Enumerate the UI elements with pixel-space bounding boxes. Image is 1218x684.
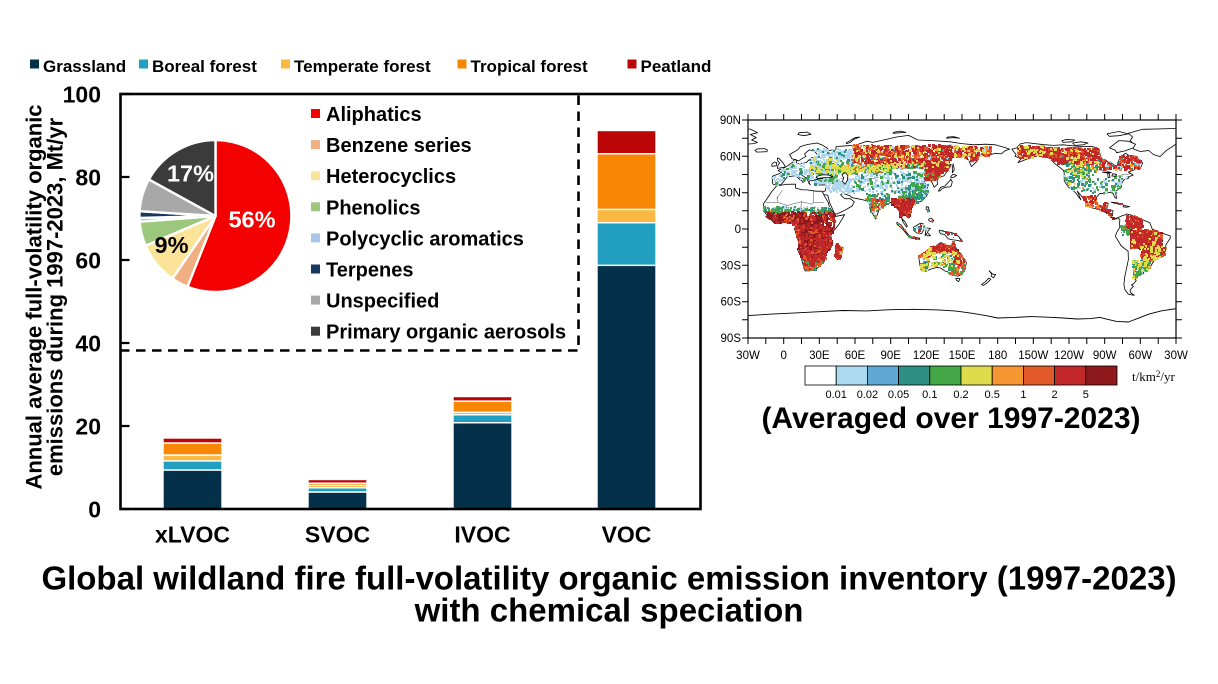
svg-text:40: 40 bbox=[75, 330, 101, 356]
svg-text:Annual average full-volatility: Annual average full-volatility organic bbox=[21, 104, 46, 489]
svg-text:0.01: 0.01 bbox=[825, 389, 846, 401]
svg-text:Global wildland fire full-vola: Global wildland fire full-volatility org… bbox=[41, 560, 1176, 597]
svg-text:Grassland: Grassland bbox=[43, 57, 126, 76]
svg-text:5: 5 bbox=[1083, 389, 1089, 401]
svg-text:Heterocyclics: Heterocyclics bbox=[326, 166, 456, 188]
svg-text:90N: 90N bbox=[720, 115, 741, 127]
svg-text:56%: 56% bbox=[228, 207, 275, 233]
svg-text:Benzene series: Benzene series bbox=[326, 135, 472, 157]
svg-text:emissions during 1997-2023, Mt: emissions during 1997-2023, Mt/yr bbox=[43, 117, 68, 476]
svg-text:0: 0 bbox=[88, 496, 101, 522]
svg-text:30E: 30E bbox=[809, 350, 830, 362]
svg-text:150W: 150W bbox=[1018, 350, 1048, 362]
svg-text:30W: 30W bbox=[1164, 350, 1188, 362]
svg-text:30W: 30W bbox=[736, 350, 760, 362]
svg-text:Boreal forest: Boreal forest bbox=[152, 57, 257, 76]
svg-text:SVOC: SVOC bbox=[305, 522, 370, 548]
svg-text:90E: 90E bbox=[880, 350, 901, 362]
svg-text:t/km2/yr: t/km2/yr bbox=[1132, 369, 1175, 384]
svg-text:90W: 90W bbox=[1093, 350, 1117, 362]
svg-text:0.05: 0.05 bbox=[888, 389, 909, 401]
svg-text:Temperate forest: Temperate forest bbox=[294, 57, 431, 76]
svg-text:with chemical speciation: with chemical speciation bbox=[414, 592, 804, 629]
svg-text:60E: 60E bbox=[845, 350, 866, 362]
svg-text:0.5: 0.5 bbox=[985, 389, 1000, 401]
svg-text:0: 0 bbox=[780, 350, 786, 362]
svg-text:180: 180 bbox=[988, 350, 1007, 362]
svg-text:100: 100 bbox=[63, 81, 101, 107]
svg-text:Terpenes: Terpenes bbox=[326, 260, 413, 282]
svg-text:1: 1 bbox=[1020, 389, 1026, 401]
svg-text:120W: 120W bbox=[1054, 350, 1084, 362]
svg-text:VOC: VOC bbox=[602, 522, 652, 548]
svg-text:Phenolics: Phenolics bbox=[326, 197, 420, 219]
svg-text:0.2: 0.2 bbox=[953, 389, 968, 401]
svg-text:90S: 90S bbox=[721, 333, 742, 345]
svg-text:Primary organic aerosols: Primary organic aerosols bbox=[326, 322, 566, 344]
svg-text:30N: 30N bbox=[720, 188, 741, 200]
svg-text:Peatland: Peatland bbox=[641, 57, 712, 76]
svg-text:120E: 120E bbox=[913, 350, 940, 362]
svg-text:60N: 60N bbox=[720, 151, 741, 163]
svg-text:60S: 60S bbox=[721, 297, 742, 309]
svg-text:60: 60 bbox=[75, 247, 101, 273]
svg-text:20: 20 bbox=[75, 413, 101, 439]
svg-text:(Averaged over 1997-2023): (Averaged over 1997-2023) bbox=[761, 402, 1140, 435]
svg-text:Aliphatics: Aliphatics bbox=[326, 104, 422, 126]
svg-text:IVOC: IVOC bbox=[454, 522, 510, 548]
svg-text:0: 0 bbox=[735, 224, 741, 236]
svg-text:17%: 17% bbox=[167, 161, 214, 187]
svg-text:Unspecified: Unspecified bbox=[326, 291, 439, 313]
svg-text:0.1: 0.1 bbox=[922, 389, 937, 401]
svg-text:Tropical forest: Tropical forest bbox=[471, 57, 588, 76]
svg-text:30S: 30S bbox=[721, 260, 742, 272]
svg-text:150E: 150E bbox=[949, 350, 976, 362]
svg-text:9%: 9% bbox=[155, 232, 189, 258]
svg-text:xLVOC: xLVOC bbox=[155, 522, 230, 548]
svg-text:2: 2 bbox=[1052, 389, 1058, 401]
svg-text:0.02: 0.02 bbox=[857, 389, 878, 401]
svg-text:Polycyclic aromatics: Polycyclic aromatics bbox=[326, 228, 524, 250]
svg-text:60W: 60W bbox=[1128, 350, 1152, 362]
svg-text:80: 80 bbox=[75, 164, 101, 190]
